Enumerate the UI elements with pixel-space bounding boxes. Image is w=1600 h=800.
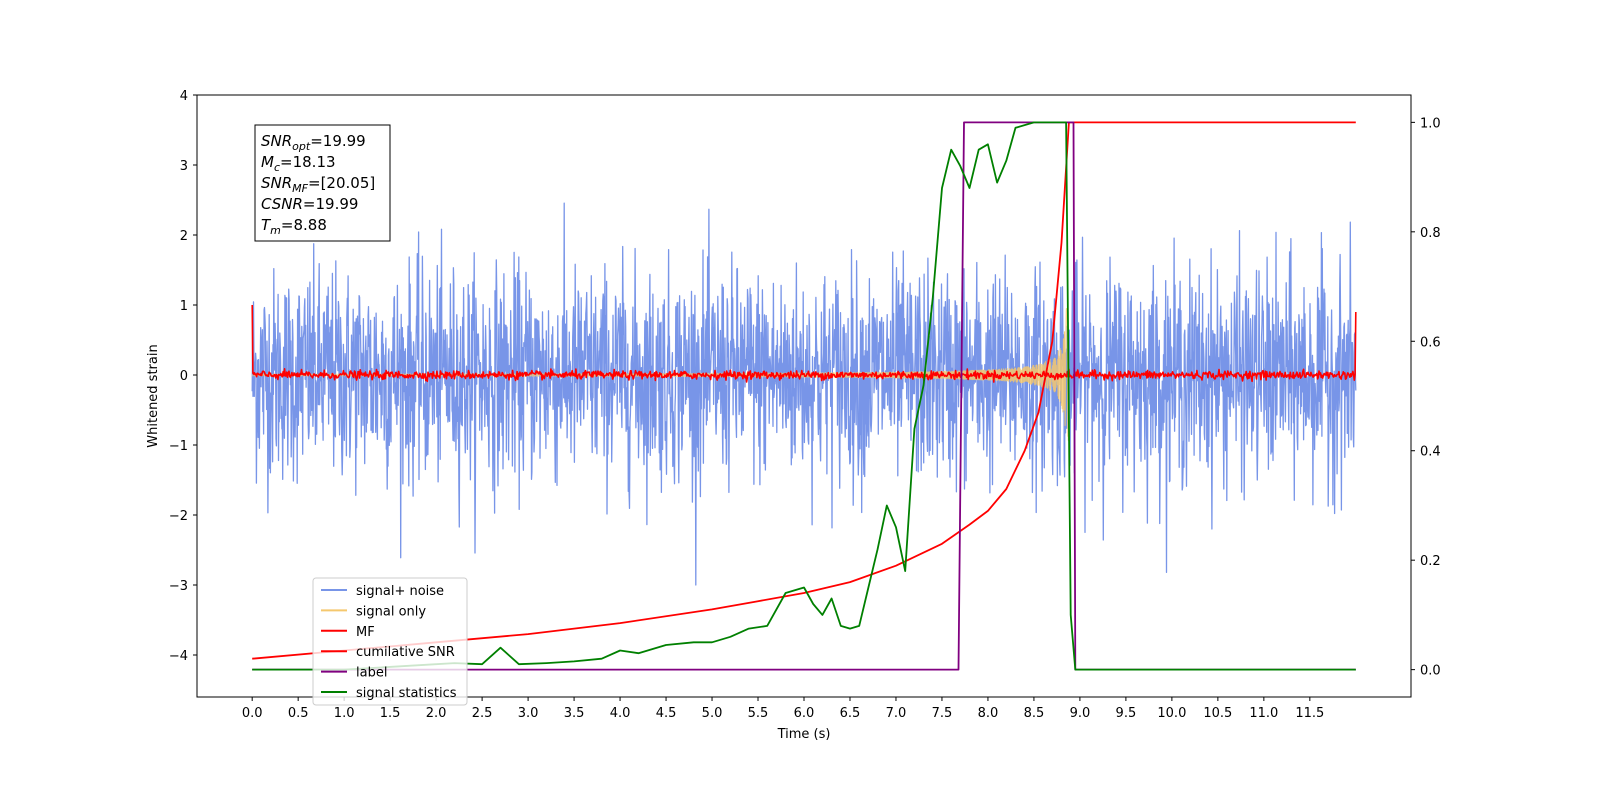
x-tick-label: 2.0 (426, 706, 447, 721)
y-tick-label-right: 0.2 (1420, 554, 1441, 569)
legend-item: MF (321, 625, 375, 640)
y-tick-label-right: 0.8 (1420, 226, 1441, 241)
x-tick-label: 8.0 (978, 706, 999, 721)
x-tick-label: 11.5 (1295, 706, 1324, 721)
x-tick-label: 8.5 (1024, 706, 1045, 721)
x-tick-label: 9.0 (1070, 706, 1091, 721)
x-tick-label: 10.5 (1203, 706, 1232, 721)
x-axis: 0.0 0.5 1.0 1.5 2.0 2.5 3.0 3.5 4.0 4.5 5.0 5.5 6.0 6… (242, 697, 1324, 721)
x-tick-label: 5.0 (702, 706, 723, 721)
legend-label: MF (356, 625, 375, 640)
x-tick-label: 4.5 (656, 706, 677, 721)
legend-label: signal+ noise (356, 584, 444, 599)
annotation-line: SNRopt=19.99 (261, 132, 366, 153)
x-tick-label: 3.5 (564, 706, 585, 721)
y-axis-left: 4 3 2 1 0 −1 −2 −3 −4 (169, 89, 197, 664)
y-tick-label-right: 0.4 (1420, 445, 1441, 460)
y-tick-label-right: 0.0 (1420, 664, 1441, 679)
x-axis-label: Time (s) (777, 727, 831, 742)
series-signal-statistics (252, 121, 1356, 671)
y-tick-label-left: −2 (169, 509, 188, 524)
x-tick-label: 5.5 (748, 706, 769, 721)
x-tick-label: 3.0 (518, 706, 539, 721)
x-tick-label: 2.5 (472, 706, 493, 721)
y-tick-label-right: 1.0 (1420, 116, 1441, 131)
legend-label: cumilative SNR (356, 645, 455, 660)
legend-label: signal statistics (356, 686, 457, 701)
x-tick-label: 1.5 (380, 706, 401, 721)
y-tick-label-left: 4 (180, 89, 188, 104)
y-tick-label-left: −4 (169, 649, 188, 664)
annotation-box: SNRopt=19.99Mc=18.13SNRMF=[20.05]CSNR=19… (254, 124, 391, 242)
x-tick-label: 6.0 (794, 706, 815, 721)
y-tick-label-left: 1 (180, 299, 188, 314)
legend-frame (312, 577, 468, 706)
annotation-line: CSNR=19.99 (261, 195, 358, 213)
legend-item: signal+ noise (321, 584, 444, 599)
y-tick-label-left: 3 (180, 159, 188, 174)
series-layer (251, 121, 1357, 671)
y-axis-right: 1.0 0.8 0.6 0.4 0.2 0.0 (1411, 116, 1441, 679)
x-tick-label: 11.0 (1249, 706, 1278, 721)
annotation-line: Tm=8.88 (261, 216, 327, 237)
annotation-line: SNRMF=[20.05] (261, 174, 375, 195)
legend-item: signal statistics (321, 686, 457, 701)
y-tick-label-left: 0 (180, 369, 188, 384)
x-tick-label: 0.5 (288, 706, 309, 721)
series-mf (251, 304, 1357, 383)
x-tick-label: 10.0 (1157, 706, 1186, 721)
legend-item: label (321, 666, 387, 681)
y-tick-label-right: 0.6 (1420, 335, 1441, 350)
y-tick-label-left: 2 (180, 229, 188, 244)
x-tick-label: 7.0 (886, 706, 907, 721)
legend: signal+ noise signal only MF cumilative SNR… (312, 577, 468, 706)
x-tick-label: 9.5 (1116, 706, 1137, 721)
y-axis-label: Whitened strain (146, 344, 161, 447)
legend-item: signal only (321, 604, 426, 619)
annotation-line: Mc=18.13 (261, 153, 336, 174)
annotation-frame (254, 124, 391, 242)
y-tick-label-left: −3 (169, 579, 188, 594)
legend-label: signal only (356, 604, 426, 619)
x-tick-label: 6.5 (840, 706, 861, 721)
legend-label: label (356, 666, 387, 681)
x-tick-label: 7.5 (932, 706, 953, 721)
x-tick-label: 1.0 (334, 706, 355, 721)
x-tick-label: 0.0 (242, 706, 263, 721)
x-tick-label: 4.0 (610, 706, 631, 721)
legend-item: cumilative SNR (321, 645, 455, 660)
series-signal-noise (251, 202, 1357, 586)
series-cumilative-snr (252, 121, 1356, 660)
y-tick-label-left: −1 (169, 439, 188, 454)
